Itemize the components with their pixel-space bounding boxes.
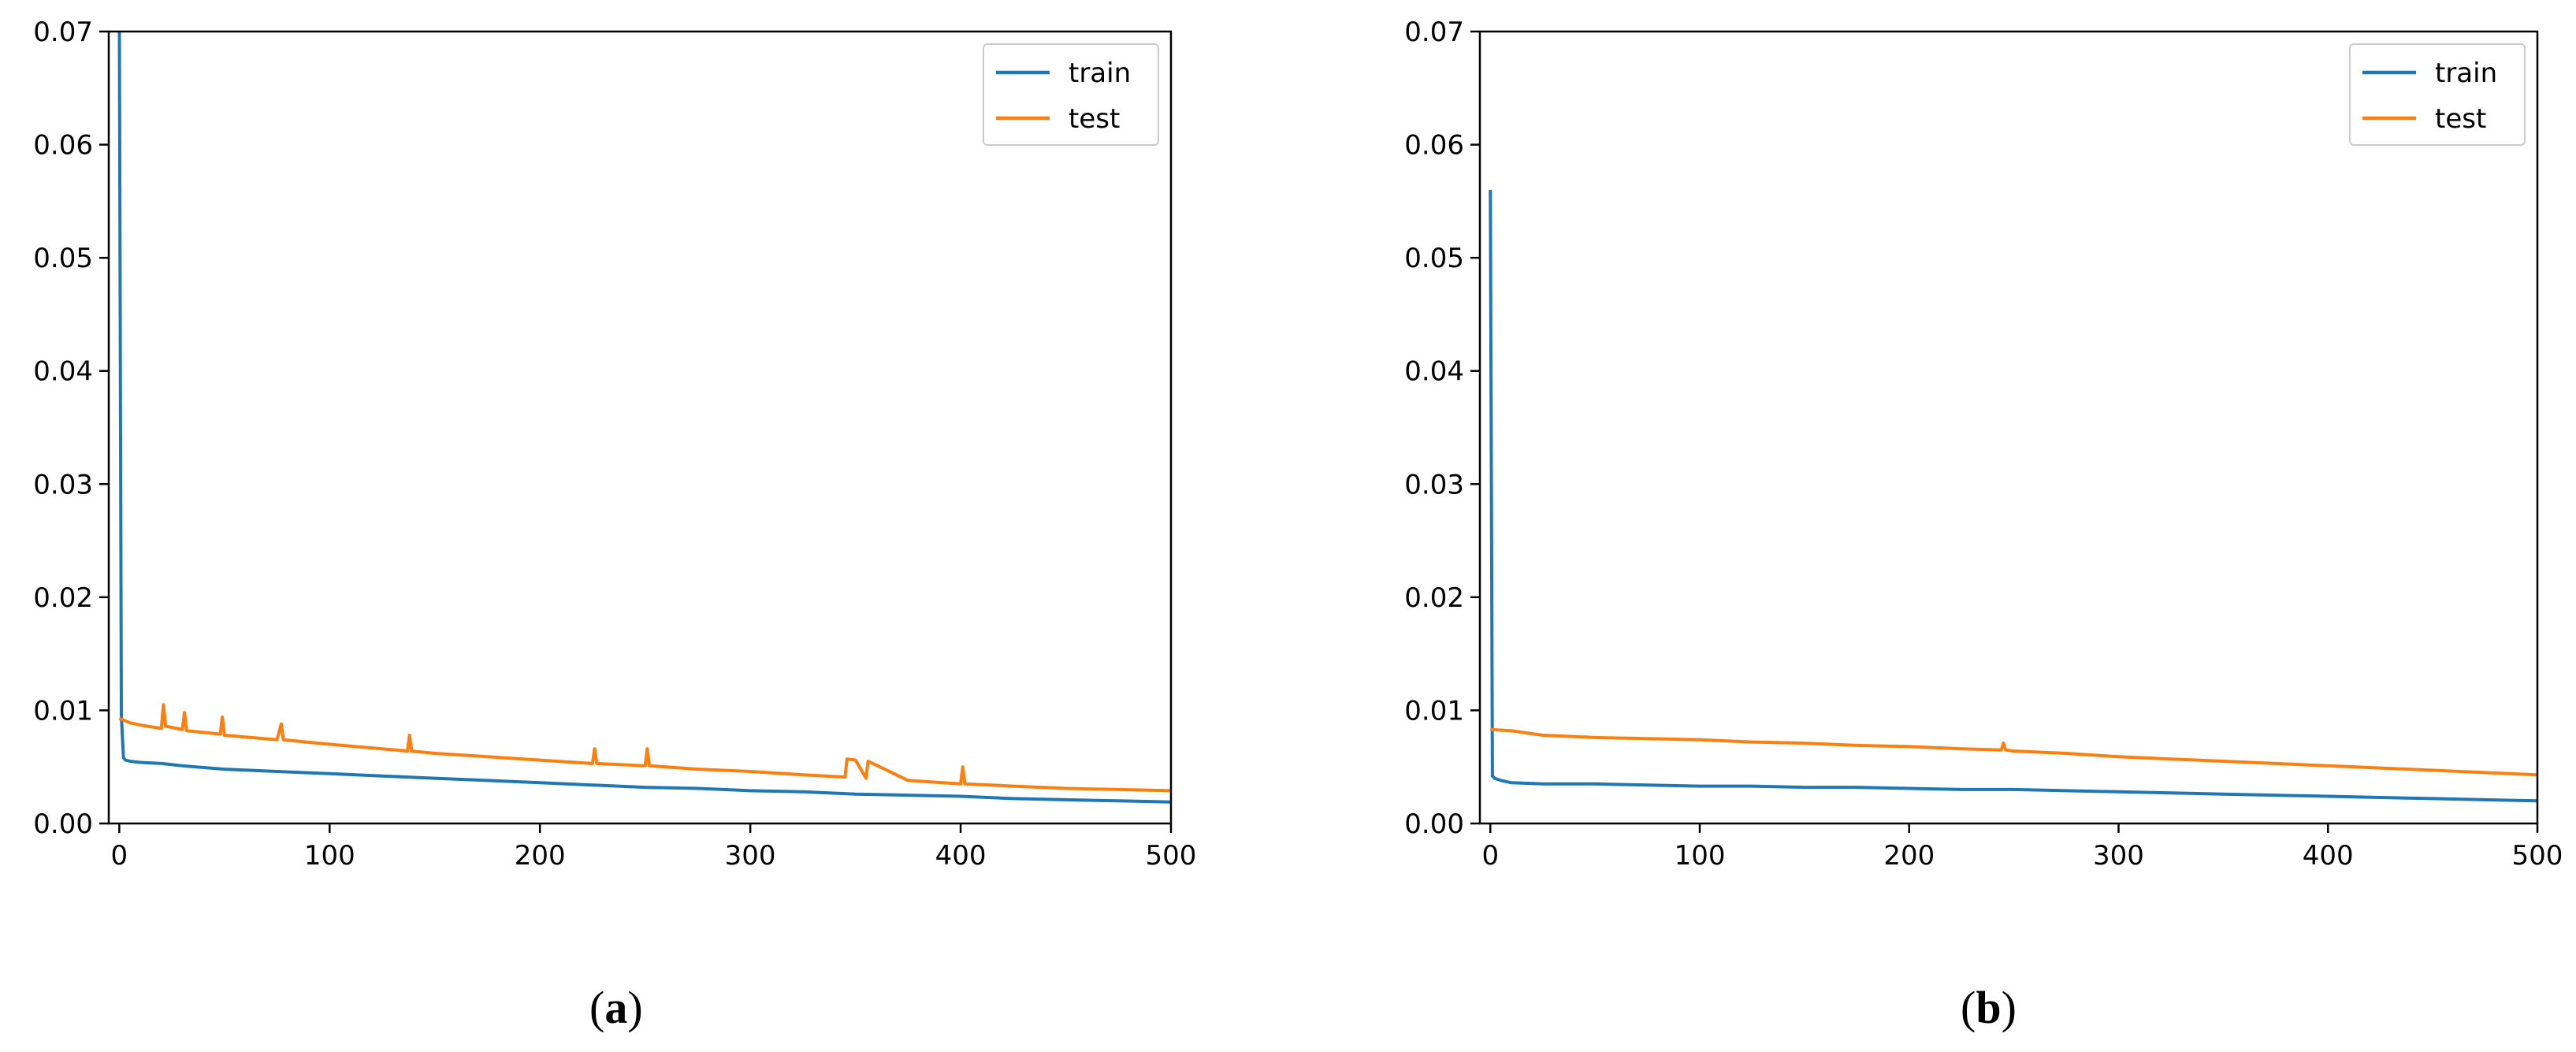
chart-a-ytick-label: 0.03 — [33, 469, 93, 500]
chart-b-xtick-label: 300 — [2093, 840, 2144, 872]
chart-b-line-test — [1490, 727, 2537, 777]
chart-a-xtick-label: 100 — [304, 840, 355, 872]
chart-a-xtick-label: 400 — [935, 840, 987, 872]
chart-a-ytick-label: 0.01 — [33, 695, 93, 727]
chart-b-xtick-label: 400 — [2303, 840, 2354, 872]
chart-b-xtick-label: 100 — [1675, 840, 1726, 872]
caption-b: (b) — [1961, 982, 2017, 1033]
chart-b-ytick-label: 0.07 — [1404, 17, 1464, 48]
chart-a: 0.00 0.01 0.02 0.03 0.04 0.05 0.06 0.07 0 100 200 3… — [33, 17, 1197, 872]
chart-b-ytick-label: 0.05 — [1404, 243, 1464, 274]
chart-b-axes-frame — [1478, 30, 2539, 825]
chart-a-ytick-label: 0.07 — [33, 17, 93, 48]
chart-b-ytick-label: 0.01 — [1404, 695, 1464, 727]
chart-a-line-test — [118, 703, 1171, 793]
caption-a: (a) — [589, 982, 643, 1033]
chart-a-legend-label-train: train — [1069, 58, 1131, 89]
chart-b-legend-label-train: train — [2435, 58, 2497, 89]
chart-a-line-train — [117, 32, 1171, 804]
chart-a-ytick-label: 0.00 — [33, 809, 93, 840]
chart-b-xtick-label: 0 — [1481, 840, 1499, 872]
chart-b-ytick-label: 0.02 — [1404, 582, 1464, 614]
chart-a-ytick-label: 0.05 — [33, 243, 93, 274]
chart-a-xtick-label: 300 — [725, 840, 776, 872]
chart-b-xtick-label: 200 — [1883, 840, 1935, 872]
chart-a-ytick-label: 0.02 — [33, 582, 93, 614]
chart-a-xtick-label: 200 — [515, 840, 566, 872]
chart-b-xtick-label: 500 — [2512, 840, 2563, 872]
chart-b-ytick-label: 0.04 — [1404, 356, 1464, 388]
caption-a-letter: a — [604, 982, 628, 1033]
chart-b: 0.00 0.01 0.02 0.03 0.04 0.05 0.06 0.07 0 100 200 3… — [1404, 17, 2563, 872]
chart-b-ytick-label: 0.06 — [1404, 130, 1464, 162]
chart-a-ytick-label: 0.04 — [33, 356, 93, 388]
chart-a-legend-label-test: test — [1069, 103, 1120, 135]
chart-b-line-train — [1489, 189, 2537, 803]
chart-a-axes-frame — [107, 30, 1173, 825]
chart-b-ytick-label: 0.03 — [1404, 469, 1464, 500]
chart-a-ytick-label: 0.06 — [33, 130, 93, 162]
chart-a-xtick-label: 0 — [111, 840, 128, 872]
caption-b-letter: b — [1976, 982, 2002, 1033]
chart-b-ytick-label: 0.00 — [1404, 809, 1464, 840]
chart-a-xtick-label: 500 — [1146, 840, 1197, 872]
chart-b-legend-label-test: test — [2435, 103, 2486, 135]
